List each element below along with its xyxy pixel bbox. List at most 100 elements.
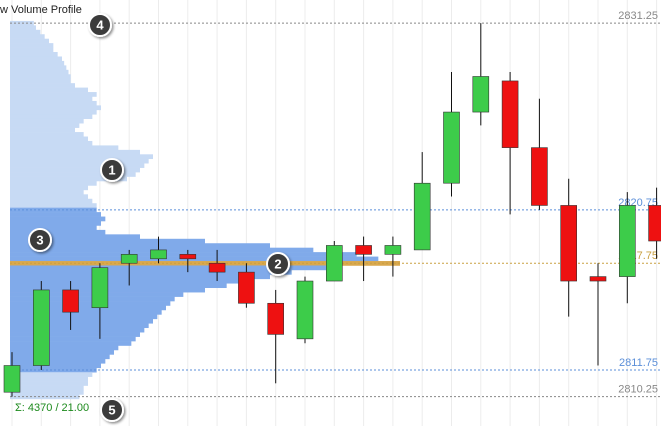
profile-bar: [10, 269, 292, 275]
profile-bar: [10, 96, 93, 102]
candle-body: [355, 245, 372, 255]
profile-bar: [10, 105, 101, 111]
profile-bar: [10, 212, 101, 217]
profile-bar: [10, 83, 75, 88]
y-tick-label: 2811.75: [619, 357, 658, 369]
profile-bar: [10, 25, 36, 31]
profile-bar: [10, 136, 88, 142]
profile-bar: [10, 394, 80, 400]
profile-bar: [10, 381, 88, 386]
profile-bar: [10, 234, 140, 240]
marker-label: 5: [108, 402, 115, 417]
profile-bar: [10, 349, 114, 355]
profile-bar: [10, 132, 84, 137]
candle-body: [531, 147, 548, 206]
markers: 1 2 3 4 5: [28, 13, 290, 422]
candle-body: [120, 254, 138, 264]
marker: 2: [266, 252, 290, 276]
profile-bar: [10, 238, 205, 244]
profile-bar: [10, 354, 110, 360]
candle-body: [267, 302, 285, 335]
profile-bar: [10, 65, 67, 71]
profile-bar: [10, 34, 45, 39]
candle-body: [32, 289, 50, 366]
marker-label: 1: [108, 162, 115, 177]
profile-bar: [10, 145, 119, 151]
profile-bar: [10, 38, 49, 44]
profile-bar: [10, 74, 71, 80]
profile-bar: [10, 167, 140, 173]
y-tick-label: 2831.25: [618, 10, 658, 22]
profile-bar: [10, 385, 84, 391]
candle-body: [91, 267, 109, 309]
profile-bar: [10, 301, 171, 306]
profile-bar: [10, 336, 136, 342]
candle-body: [150, 249, 167, 260]
profile-bar: [10, 185, 88, 191]
marker-circle: [100, 158, 124, 182]
candle-body: [296, 280, 314, 340]
profile-bar: [10, 243, 270, 248]
profile-bar: [10, 198, 93, 204]
profile-bar: [10, 229, 106, 235]
profile-bar: [10, 172, 136, 177]
marker: 3: [28, 228, 52, 252]
profile-bar: [10, 43, 54, 48]
volume-profile: [10, 20, 400, 400]
candle-body: [238, 271, 255, 304]
profile-bar: [10, 318, 153, 324]
marker: 4: [88, 13, 112, 37]
profile-bar: [10, 176, 127, 182]
marker-circle: [100, 398, 124, 422]
profile-bar: [10, 363, 101, 369]
profile-bar: [10, 309, 162, 315]
profile-bar: [10, 163, 145, 168]
marker: 1: [100, 158, 124, 182]
profile-bar: [10, 358, 106, 364]
candle-body: [443, 111, 460, 184]
profile-bar: [10, 52, 58, 57]
candle-body: [501, 80, 519, 148]
profile-bar: [10, 221, 101, 226]
profile-bar: [10, 100, 97, 106]
profile-bar: [10, 367, 97, 373]
candle-body: [472, 76, 490, 113]
chart-title: w Volume Profile: [0, 4, 82, 16]
candle-body: [618, 205, 636, 277]
profile-bar: [10, 189, 84, 195]
candle-body: [325, 245, 343, 282]
candle-body: [413, 182, 431, 251]
profile-bar: [10, 69, 69, 75]
profile-bar: [10, 314, 158, 320]
candles: [3, 23, 661, 397]
profile-bar: [10, 127, 75, 133]
candle-body: [384, 245, 402, 255]
profile-bar: [10, 194, 88, 200]
footer: Σ: 4370 / 21.00: [15, 402, 89, 414]
profile-bar: [10, 372, 93, 377]
profile-bar: [10, 332, 140, 337]
profile-bar: [10, 180, 97, 186]
profile-bar: [10, 56, 62, 62]
profile-bar: [10, 140, 93, 146]
marker-circle: [28, 228, 52, 252]
profile-bar: [10, 47, 54, 53]
profile-bar: [10, 327, 145, 333]
grid: [11, 0, 658, 426]
profile-bar: [10, 92, 97, 97]
profile-bar: [10, 29, 41, 35]
candle-body: [560, 205, 578, 282]
marker-label: 2: [274, 256, 281, 271]
profile-bar: [10, 323, 149, 329]
profile-bar: [10, 376, 88, 382]
profile-bar: [10, 114, 93, 120]
profile-bar: [10, 345, 119, 351]
profile-bar: [10, 207, 97, 213]
profile-bar: [10, 283, 227, 289]
profile-bar: [10, 225, 97, 231]
profile-bar: [10, 158, 149, 164]
marker-circle: [266, 252, 290, 276]
